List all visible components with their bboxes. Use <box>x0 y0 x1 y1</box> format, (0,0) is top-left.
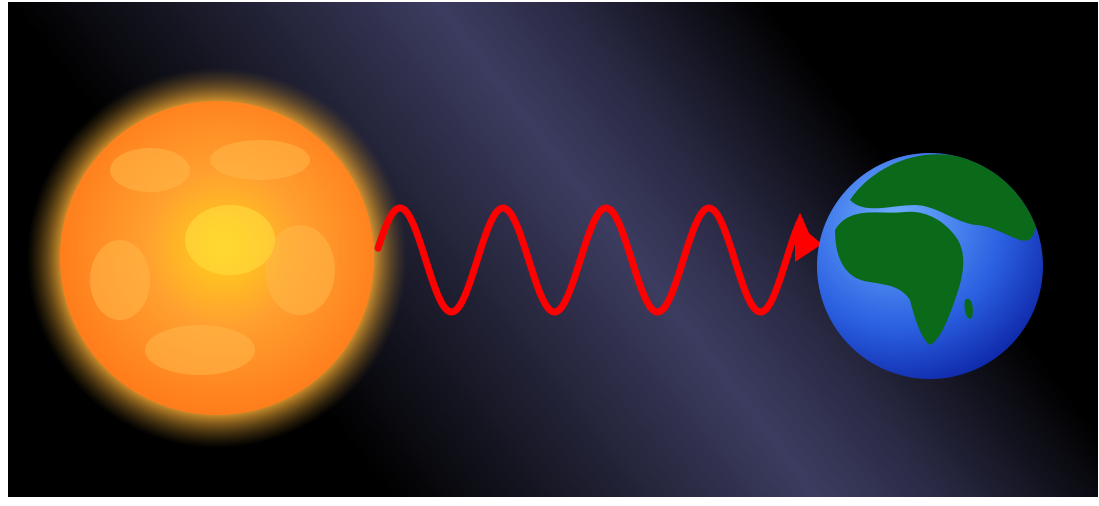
radiation-wave <box>374 204 814 316</box>
arrow-head <box>795 222 822 262</box>
continents <box>835 154 1036 345</box>
sun-texture <box>90 140 335 375</box>
